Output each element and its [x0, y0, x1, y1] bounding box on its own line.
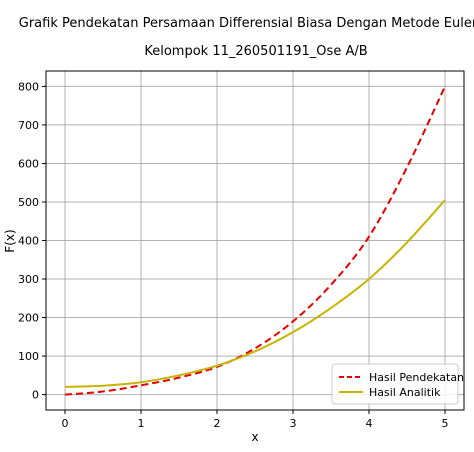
x-tick-label: 2	[214, 417, 221, 430]
x-tick-label: 1	[138, 417, 145, 430]
legend-label: Hasil Analitik	[369, 386, 441, 399]
chart-subtitle: Kelompok 11_260501191_Ose A/B	[144, 44, 367, 59]
y-tick-label: 600	[18, 157, 39, 170]
x-tick-label: 5	[442, 417, 449, 430]
y-tick-label: 0	[32, 389, 39, 402]
legend-box	[331, 363, 459, 405]
chart-title: Grafik Pendekatan Persamaan Differensial…	[19, 16, 474, 31]
x-tick-label: 0	[62, 417, 69, 430]
series-layer	[64, 85, 446, 396]
x-tick-label: 3	[290, 417, 297, 430]
series-line-hasil-pendekatan	[64, 85, 446, 396]
series-line-hasil-analitik	[64, 199, 446, 388]
legend: Hasil Pendekatan Hasil Analitik	[331, 363, 464, 405]
x-axis-label: x	[251, 430, 258, 444]
grid-layer	[46, 71, 464, 410]
y-axis-label: F(x)	[3, 229, 17, 252]
tick-layer: 0 1 2 3 4 5 0 100 200 300 400 500 600 700 800	[18, 80, 449, 430]
y-tick-label: 300	[18, 273, 39, 286]
y-tick-label: 800	[18, 80, 39, 93]
y-tick-label: 400	[18, 235, 39, 248]
y-tick-label: 100	[18, 350, 39, 363]
y-tick-label: 500	[18, 196, 39, 209]
y-tick-label: 200	[18, 312, 39, 325]
legend-label: Hasil Pendekatan	[369, 371, 464, 384]
y-tick-label: 700	[18, 119, 39, 132]
x-tick-label: 4	[366, 417, 373, 430]
